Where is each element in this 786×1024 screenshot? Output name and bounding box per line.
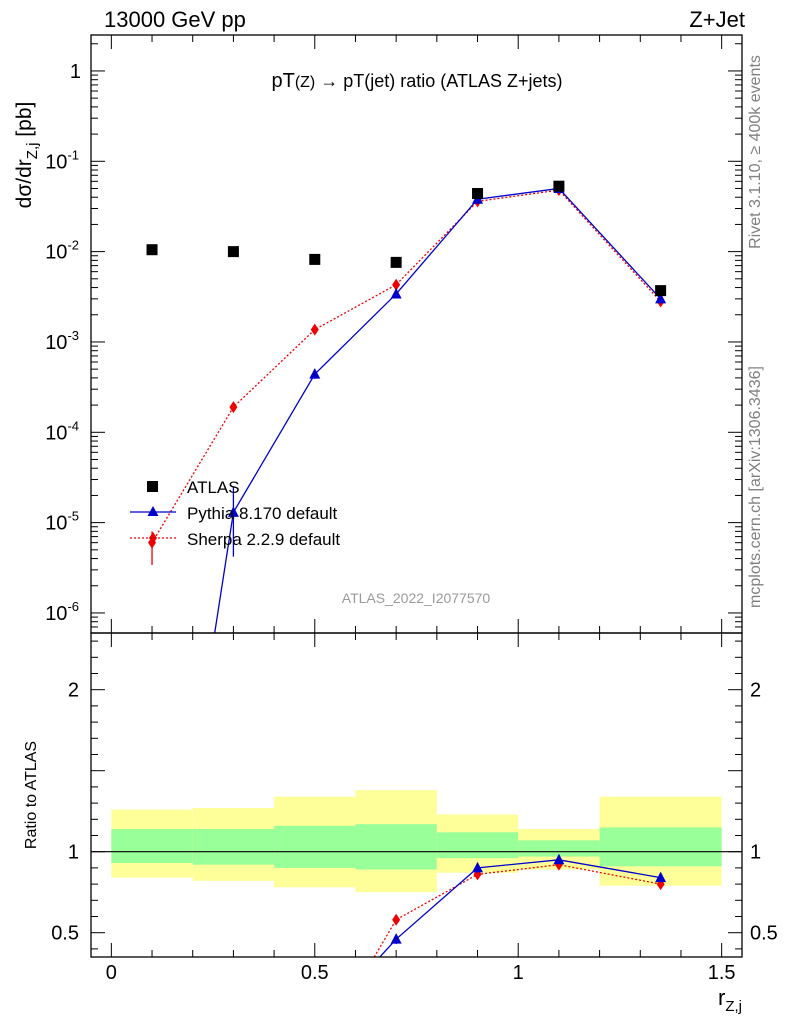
xlabel-sub: Z,j	[725, 998, 742, 1015]
band-inner-3	[355, 824, 437, 870]
x-tick-1: 1	[513, 962, 524, 984]
legend: ATLAS Pythia 8.170 default Sherpa 2.2.9 …	[130, 478, 340, 549]
band-inner-1	[192, 829, 275, 865]
main-atlas-point-3	[390, 256, 402, 268]
xlabel-main: r	[718, 985, 725, 1010]
process-label: Z+Jet	[689, 7, 745, 32]
x-tick-0.5: 0.5	[301, 962, 329, 984]
main-atlas-point-1	[227, 246, 239, 258]
ratio-y-tick-1: 1	[68, 842, 79, 864]
y-tick-1e-5: 10-5	[45, 509, 79, 535]
panel-frames	[90, 34, 743, 958]
ylabel-unit: [pb]	[13, 102, 36, 143]
energy-label: 13000 GeV pp	[104, 7, 246, 32]
main-atlas-point-4	[472, 187, 484, 199]
title-rest: pT(jet) ratio (ATLAS Z+jets)	[343, 71, 562, 91]
ratio-pythia-point-1	[472, 861, 484, 873]
rivet-version-label: Rivet 3.1.10, ≥ 400k events	[747, 55, 764, 249]
ratio-y-tick-labels-right: 0.5 1 2	[750, 680, 778, 945]
legend-sherpa-label: Sherpa 2.2.9 default	[187, 530, 340, 549]
main-pythia-point-1	[309, 368, 321, 379]
main-atlas-point-2	[309, 253, 321, 265]
main-y-axis-label: dσ/drZ,j [pb]	[13, 102, 41, 209]
main-pythia-point-0	[227, 506, 239, 517]
main-sherpa-point-2	[310, 323, 319, 336]
main-pythia-point-2	[390, 287, 402, 299]
title-arrow: →	[315, 71, 343, 91]
band-inner-6	[599, 827, 722, 867]
ylabel-sub: Z,j	[24, 143, 41, 160]
main-data-layer	[146, 180, 667, 633]
legend-atlas-marker	[147, 481, 158, 492]
title-z-paren: (Z)	[295, 74, 315, 91]
main-atlas-point-5	[553, 180, 565, 192]
band-inner-2	[274, 825, 356, 868]
ratio-y-tick-right-1: 1	[750, 842, 761, 864]
x-tick-1.5: 1.5	[708, 962, 736, 984]
x-tick-labels: 0 0.5 1 1.5	[106, 962, 736, 984]
ratio-y-tick-right-2: 2	[750, 680, 761, 702]
y-tick-1e-1: 10-1	[45, 147, 79, 173]
ratio-y-tick-labels: 0.5 1 2	[51, 680, 79, 945]
main-pythia-line	[214, 187, 662, 633]
band-inner-0	[111, 829, 193, 864]
band-inner-4	[436, 832, 519, 859]
legend-pythia-marker	[147, 506, 159, 516]
analysis-watermark: ATLAS_2022_I2077570	[342, 590, 491, 606]
main-y-tick-labels: 10-6 10-5 10-4 10-3 10-2 10-1 1	[45, 61, 81, 625]
legend-sherpa-marker	[149, 532, 157, 544]
main-sherpa-point-3	[392, 278, 401, 291]
legend-atlas-label: ATLAS	[187, 478, 240, 497]
ratio-frame	[90, 632, 743, 958]
y-tick-1e-2: 10-2	[45, 238, 79, 264]
ratio-pythia-point-2	[553, 853, 565, 865]
main-atlas-point-0	[146, 244, 158, 256]
title-pt-a: pT	[271, 70, 294, 92]
mcplots-label: mcplots.cern.ch [arXiv:1306.3436]	[747, 366, 764, 608]
band-inner-5	[518, 840, 600, 857]
ratio-pythia-point-0	[390, 933, 402, 944]
y-tick-1e-4: 10-4	[45, 418, 79, 444]
x-tick-0: 0	[106, 962, 117, 984]
main-sherpa-point-1	[229, 401, 238, 414]
chart-title: pT(Z) → pT(jet) ratio (ATLAS Z+jets)	[271, 70, 562, 92]
y-tick-1: 1	[70, 61, 81, 83]
ratio-sherpa-point-0	[392, 913, 401, 926]
ylabel-main: dσ/dr	[13, 159, 36, 208]
legend-pythia-label: Pythia 8.170 default	[187, 504, 338, 523]
main-pythia-point-5	[655, 292, 667, 304]
ratio-pythia-point-3	[655, 871, 667, 883]
y-tick-1e-3: 10-3	[45, 328, 79, 354]
ratio-y-tick-0.5: 0.5	[51, 923, 79, 945]
x-axis-label: rZ,j	[718, 985, 742, 1015]
ratio-y-tick-right-0.5: 0.5	[750, 923, 778, 945]
axis-ticks	[91, 35, 742, 957]
ratio-y-tick-2: 2	[68, 680, 79, 702]
ratio-y-axis-label: Ratio to ATLAS	[23, 741, 40, 849]
y-tick-1e-6: 10-6	[45, 599, 79, 625]
main-atlas-point-6	[655, 285, 667, 297]
ratio-data-layer	[91, 790, 742, 957]
